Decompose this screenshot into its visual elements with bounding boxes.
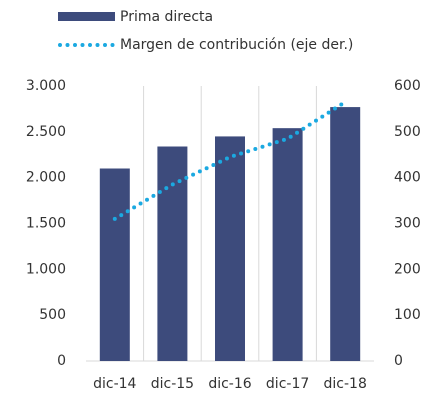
y2-tick-label: 600 — [394, 78, 421, 94]
y-tick-label: 1.000 — [26, 261, 66, 277]
y-tick-label: 2.500 — [26, 124, 66, 140]
bar — [157, 146, 188, 361]
x-tick-label: dic-16 — [208, 376, 251, 392]
legend-swatch — [58, 12, 115, 21]
legend-label: Margen de contribución (eje der.) — [120, 37, 353, 53]
bar — [99, 168, 130, 361]
y2-tick-label: 100 — [394, 307, 421, 323]
line — [112, 100, 348, 221]
y2-tick-label: 200 — [394, 261, 421, 277]
y-tick-label: 2.000 — [26, 170, 66, 186]
y2-tick-label: 0 — [394, 353, 403, 369]
y2-tick-label: 300 — [394, 216, 421, 232]
x-tick-label: dic-15 — [151, 376, 194, 392]
y-tick-label: 3.000 — [26, 78, 66, 94]
legend-label: Prima directa — [120, 9, 213, 25]
x-tick-label: dic-14 — [93, 376, 136, 392]
y-tick-label: 0 — [57, 353, 66, 369]
bar — [330, 107, 361, 361]
y2-tick-label: 400 — [394, 170, 421, 186]
y2-tick-label: 500 — [394, 124, 421, 140]
x-tick-label: dic-18 — [324, 376, 367, 392]
y-tick-label: 1.500 — [26, 216, 66, 232]
y-tick-label: 500 — [39, 307, 66, 323]
bar — [215, 136, 245, 361]
x-tick-label: dic-17 — [266, 376, 309, 392]
bar — [272, 128, 303, 361]
